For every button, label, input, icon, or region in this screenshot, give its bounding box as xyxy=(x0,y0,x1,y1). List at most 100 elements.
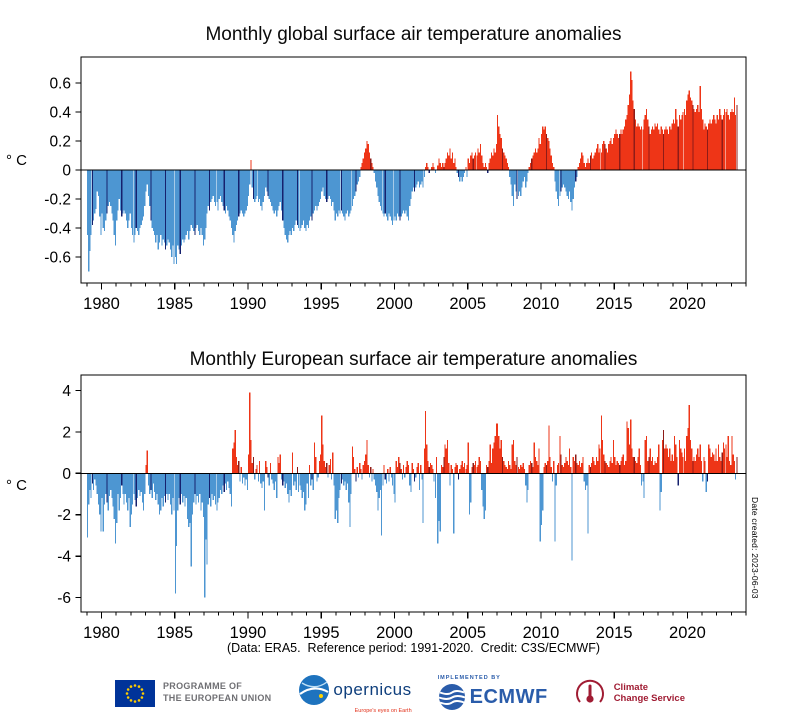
bar xyxy=(736,104,738,170)
bar xyxy=(735,114,737,170)
bar xyxy=(362,465,364,474)
x-tick-label: 2000 xyxy=(376,295,413,313)
bar xyxy=(514,460,516,474)
bar xyxy=(676,119,678,170)
bar xyxy=(180,170,183,246)
bar xyxy=(335,473,338,511)
bar xyxy=(633,456,635,474)
bar xyxy=(647,460,649,474)
bar xyxy=(597,143,599,170)
bar xyxy=(117,473,119,495)
bar xyxy=(600,415,602,474)
bar xyxy=(139,473,141,497)
bar xyxy=(562,467,565,474)
bar xyxy=(271,473,273,480)
bar xyxy=(542,126,544,170)
bar xyxy=(460,170,462,178)
bar xyxy=(442,467,444,474)
bar xyxy=(288,473,290,503)
bar xyxy=(494,436,496,474)
bar xyxy=(245,473,247,480)
bar xyxy=(355,473,357,482)
bar xyxy=(554,170,556,182)
bar xyxy=(244,473,246,486)
bar xyxy=(503,460,505,474)
bar xyxy=(338,473,340,499)
bar xyxy=(418,170,421,188)
bar xyxy=(368,473,371,478)
bar xyxy=(630,419,632,474)
bar xyxy=(462,170,465,178)
bar xyxy=(326,462,328,474)
bar xyxy=(132,170,134,236)
bar xyxy=(143,473,145,511)
bar xyxy=(481,473,483,490)
c3s-line2: Change Service xyxy=(613,693,685,704)
bar xyxy=(663,133,665,170)
bar xyxy=(551,162,554,170)
bar xyxy=(95,170,97,210)
y-tick-label: 2 xyxy=(62,424,71,441)
bar xyxy=(95,473,97,486)
bar xyxy=(660,473,662,492)
bar xyxy=(331,473,333,480)
bar xyxy=(168,170,170,243)
bar xyxy=(716,460,718,474)
bar xyxy=(429,462,432,474)
y-tick-label: 0 xyxy=(62,466,71,483)
bar xyxy=(705,473,707,492)
bar xyxy=(655,462,657,474)
bar xyxy=(351,446,353,474)
bar xyxy=(263,473,266,511)
bar xyxy=(730,465,732,474)
bar xyxy=(699,444,701,474)
bar xyxy=(412,170,414,188)
bar xyxy=(133,473,135,495)
bar xyxy=(129,170,131,214)
bar xyxy=(694,112,696,170)
bar xyxy=(709,448,711,474)
bar xyxy=(665,126,667,170)
bar xyxy=(273,170,275,214)
bar xyxy=(305,170,307,231)
bar xyxy=(160,170,162,236)
y-tick-label: 0.2 xyxy=(49,134,71,151)
bar xyxy=(113,170,115,236)
bar xyxy=(683,448,685,474)
bar xyxy=(309,465,311,474)
bar xyxy=(518,170,521,192)
ecmwf-emblem-icon xyxy=(438,684,465,710)
bar xyxy=(246,170,248,207)
bar xyxy=(583,473,585,482)
bar xyxy=(540,133,543,170)
bar xyxy=(332,452,334,474)
bar xyxy=(173,473,175,511)
bar xyxy=(473,155,476,170)
bar xyxy=(405,170,407,211)
bar xyxy=(99,473,101,515)
bar xyxy=(97,473,100,505)
bar xyxy=(410,170,412,199)
bar xyxy=(472,462,474,474)
bar xyxy=(130,170,133,228)
global-anomaly-bars xyxy=(86,71,738,272)
bar xyxy=(417,462,419,474)
bar xyxy=(626,114,628,170)
bar xyxy=(171,473,173,515)
bar xyxy=(610,138,612,170)
bar xyxy=(545,465,548,474)
bar xyxy=(525,170,527,188)
bar xyxy=(481,155,483,170)
bar xyxy=(189,473,191,523)
bar xyxy=(605,462,607,474)
bar xyxy=(237,170,239,221)
y-tick-label: 0 xyxy=(62,163,71,180)
bar xyxy=(703,456,705,474)
bar xyxy=(266,467,268,474)
bar xyxy=(565,170,567,192)
y-tick-label: -4 xyxy=(57,549,71,566)
bar xyxy=(656,456,659,474)
bar xyxy=(387,170,389,221)
bar xyxy=(208,170,211,211)
bar xyxy=(240,467,242,474)
